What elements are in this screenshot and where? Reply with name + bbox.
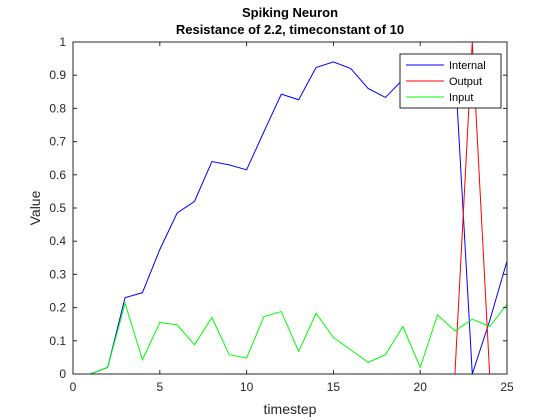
y-tick-label: 1 bbox=[59, 35, 66, 49]
chart-title: Spiking Neuron bbox=[242, 5, 338, 20]
y-axis-label: Value bbox=[27, 190, 43, 225]
y-tick-label: 0.3 bbox=[49, 267, 66, 281]
legend-label-internal: Internal bbox=[449, 60, 486, 72]
x-tick-label: 25 bbox=[500, 380, 514, 394]
y-tick-label: 0.7 bbox=[49, 135, 66, 149]
x-tick-label: 10 bbox=[240, 380, 254, 394]
y-tick-label: 0.9 bbox=[49, 68, 66, 82]
y-tick-label: 0.8 bbox=[49, 101, 66, 115]
x-tick-label: 15 bbox=[327, 380, 341, 394]
y-tick-label: 0.4 bbox=[49, 234, 66, 248]
y-tick-label: 0.5 bbox=[49, 201, 66, 215]
y-tick-label: 0.6 bbox=[49, 168, 66, 182]
y-tick-label: 0.2 bbox=[49, 301, 66, 315]
chart-subtitle: Resistance of 2.2, timeconstant of 10 bbox=[176, 22, 404, 37]
x-tick-label: 5 bbox=[156, 380, 163, 394]
x-tick-label: 20 bbox=[414, 380, 428, 394]
legend-label-input: Input bbox=[449, 92, 473, 104]
y-tick-label: 0 bbox=[59, 367, 66, 381]
legend: Internal Output Input bbox=[400, 54, 501, 108]
legend-label-output: Output bbox=[449, 76, 482, 88]
y-tick-label: 0.1 bbox=[49, 334, 66, 348]
x-tick-label: 0 bbox=[70, 380, 77, 394]
x-axis-label: timestep bbox=[264, 401, 317, 417]
